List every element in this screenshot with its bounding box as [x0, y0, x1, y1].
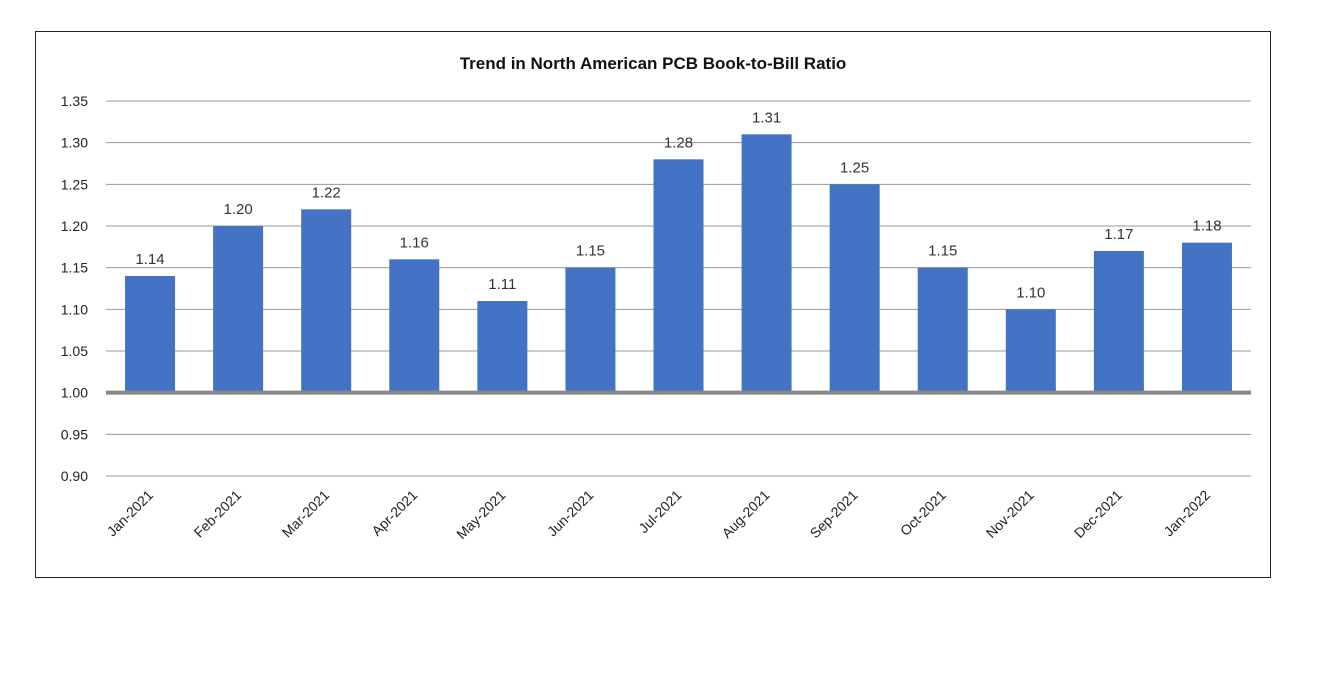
bars: [125, 134, 1232, 393]
bar: [1093, 251, 1144, 393]
data-label: 1.25: [840, 159, 869, 176]
bar: [565, 267, 616, 393]
y-tick-label: 1.05: [61, 343, 88, 359]
y-tick-label: 1.35: [61, 93, 88, 109]
bar: [741, 134, 792, 393]
bar: [389, 259, 440, 393]
data-labels: 1.14 1.20 1.22 1.16 1.11 1.15 1.28 1.31 1.25 1.15…: [135, 109, 1221, 301]
chart-frame: Trend in North American PCB Book-to-Bill…: [35, 31, 1271, 578]
data-label: 1.15: [576, 243, 605, 260]
x-tick-label: Dec-2021: [1071, 487, 1125, 541]
y-axis-ticks: 1.35 1.30 1.25 1.20 1.15 1.10 1.05 1.00 0.95 0.90: [61, 93, 88, 484]
x-tick-label: Jun-2021: [544, 487, 597, 540]
bar: [301, 209, 352, 393]
x-tick-label: May-2021: [453, 487, 508, 542]
x-tick-label: Feb-2021: [191, 487, 245, 541]
x-tick-label: Jan-2022: [1160, 487, 1213, 540]
data-label: 1.28: [664, 134, 693, 151]
x-tick-label: Aug-2021: [718, 487, 772, 541]
data-label: 1.11: [488, 276, 516, 293]
data-label: 1.18: [1192, 218, 1221, 235]
bar: [829, 184, 880, 393]
x-tick-label: Jan-2021: [104, 487, 157, 540]
bar: [125, 276, 176, 393]
data-label: 1.22: [312, 184, 341, 201]
bar: [213, 226, 264, 393]
data-label: 1.31: [752, 109, 781, 126]
y-tick-label: 1.15: [61, 260, 88, 276]
bar: [477, 301, 528, 393]
x-tick-label: Sep-2021: [807, 487, 861, 541]
y-tick-label: 1.00: [61, 385, 88, 401]
data-label: 1.10: [1016, 284, 1045, 301]
data-label: 1.14: [135, 251, 164, 268]
x-tick-label: Jul-2021: [635, 487, 684, 536]
bar: [1181, 242, 1232, 393]
y-tick-label: 1.30: [61, 135, 88, 151]
data-label: 1.17: [1104, 226, 1133, 243]
bar: [917, 267, 968, 393]
x-tick-label: Oct-2021: [897, 487, 949, 539]
data-label: 1.20: [224, 201, 253, 218]
x-tick-label: Nov-2021: [983, 487, 1037, 541]
y-tick-label: 0.95: [61, 426, 88, 442]
bar-chart: Trend in North American PCB Book-to-Bill…: [61, 54, 1251, 542]
y-tick-label: 0.90: [61, 468, 88, 484]
data-label: 1.16: [400, 234, 429, 251]
bar: [1005, 309, 1056, 393]
y-tick-label: 1.25: [61, 176, 88, 192]
y-tick-label: 1.10: [61, 301, 88, 317]
x-tick-label: Apr-2021: [368, 487, 420, 539]
y-tick-label: 1.20: [61, 218, 88, 234]
data-label: 1.15: [928, 243, 957, 260]
bar: [653, 159, 704, 393]
chart-title: Trend in North American PCB Book-to-Bill…: [460, 54, 847, 73]
x-tick-label: Mar-2021: [279, 487, 333, 541]
x-axis-ticks: Jan-2021 Feb-2021 Mar-2021 Apr-2021 May-2021…: [104, 487, 1214, 542]
